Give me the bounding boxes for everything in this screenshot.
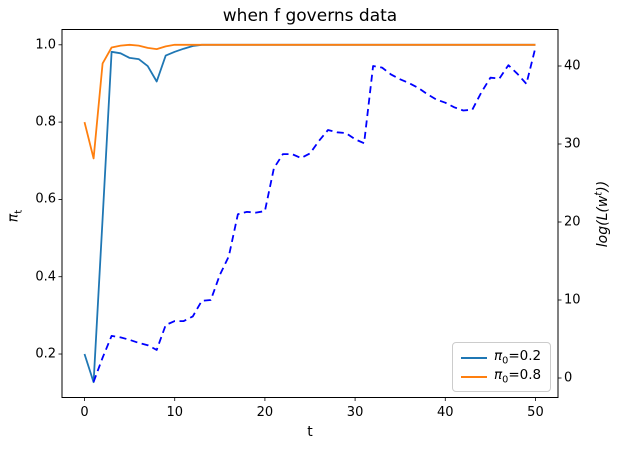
series-pi0-08: [83, 43, 536, 160]
y-tick-label-left: 0.8: [35, 114, 56, 130]
x-tick-label: 50: [527, 405, 544, 420]
x-tick-label: 20: [256, 405, 274, 420]
pi-subscript: t: [13, 209, 25, 214]
chart-title: when f governs data: [222, 6, 398, 26]
y-tick-label-right: 30: [564, 136, 581, 152]
legend-pi-symbol: π: [494, 367, 503, 384]
legend-pi-subscript: 0: [502, 374, 509, 386]
y-tick-label-left: 0.2: [35, 346, 56, 362]
legend-line-sample-orange: [461, 375, 487, 378]
loglik-label-prefix: log(L(w: [594, 195, 611, 248]
x-tick-label: 10: [166, 405, 183, 420]
legend-value: =0.2: [508, 348, 542, 365]
series-pi0-02: [83, 43, 536, 384]
legend-line-sample-blue: [461, 356, 487, 359]
legend-label: π0=0.2: [494, 348, 541, 367]
x-tick-label: 30: [346, 405, 364, 420]
x-axis-label: t: [307, 424, 313, 440]
y-tick-label-right: 10: [564, 292, 581, 308]
legend-pi-symbol: π: [494, 348, 503, 365]
legend-pi-subscript: 0: [502, 355, 509, 367]
y-tick-label-left: 0.4: [35, 269, 56, 285]
y-tick-label-right: 20: [564, 214, 581, 230]
y-axis-label-left: πt: [6, 210, 25, 222]
x-tick-label: 0: [80, 405, 89, 420]
legend: π0=0.2 π0=0.8: [452, 342, 551, 392]
legend-label: π0=0.8: [494, 367, 541, 386]
plot-frame: [61, 29, 559, 398]
y-tick-label-left: 0.6: [35, 191, 56, 207]
x-tick-label: 40: [436, 405, 454, 420]
legend-value: =0.8: [508, 367, 542, 384]
y-tick-label-left: 1.0: [35, 37, 56, 53]
legend-item: π0=0.2: [461, 348, 542, 367]
pi-symbol: π: [5, 213, 22, 223]
y-tick-label-right: 40: [564, 58, 581, 74]
y-tick-label-right: 0: [564, 370, 573, 386]
loglik-label-suffix: )): [594, 180, 611, 192]
y-axis-label-right: log(L(wt)): [593, 181, 611, 247]
legend-item: π0=0.8: [461, 367, 542, 386]
loglik-label-sup: t: [593, 191, 605, 196]
series-log-likelihood: [92, 47, 537, 383]
